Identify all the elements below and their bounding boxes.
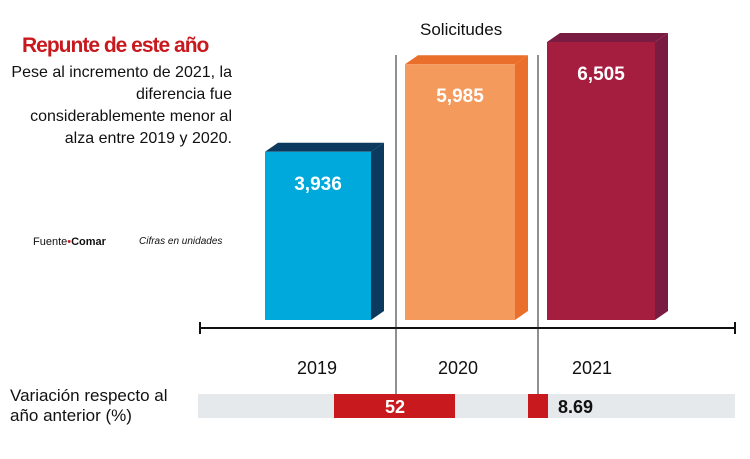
bar-front	[405, 64, 515, 321]
variation-value-label: 8.69	[558, 397, 593, 417]
headline: Repunte de este año	[22, 34, 209, 57]
source-name: Comar	[71, 236, 106, 248]
bar-side	[371, 142, 384, 320]
bar-value-label: 5,985	[436, 86, 484, 107]
variation-bar-2020	[334, 394, 455, 418]
bar-front	[265, 151, 371, 320]
bar-2019: 3,936	[265, 142, 384, 320]
bar-value-label: 6,505	[577, 64, 625, 85]
bar-side	[515, 55, 528, 321]
chart-title: Solicitudes	[420, 20, 503, 39]
source-note: Fuente•Comar	[33, 236, 106, 248]
variation-label: Variación respecto al año anterior (%)	[10, 386, 168, 425]
source-label: Fuente	[33, 236, 68, 248]
bar-value-label: 3,936	[294, 174, 342, 195]
year-label: 2019	[297, 358, 337, 378]
bar-top	[547, 33, 668, 42]
variation-bar-2021	[528, 394, 548, 418]
units-note: Cifras en unidades	[139, 236, 223, 247]
variation-value-label: 52	[385, 397, 405, 417]
year-label: 2020	[438, 358, 478, 378]
bar-top	[265, 142, 384, 152]
bar-side	[655, 33, 668, 320]
bar-top	[405, 55, 528, 65]
year-label: 2021	[572, 358, 612, 378]
description: Pese al incremento de 2021, la diferenci…	[11, 64, 232, 147]
bar-front	[547, 42, 655, 320]
variation-band	[198, 394, 735, 418]
bar-2021: 6,505	[547, 33, 668, 320]
bar-2020: 5,985	[405, 55, 528, 321]
